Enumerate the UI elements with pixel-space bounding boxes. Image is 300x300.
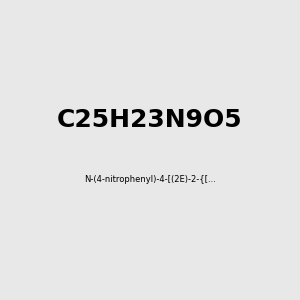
- Text: C25H23N9O5: C25H23N9O5: [57, 108, 243, 132]
- Text: N-(4-nitrophenyl)-4-[(2E)-2-{[...: N-(4-nitrophenyl)-4-[(2E)-2-{[...: [84, 176, 216, 184]
